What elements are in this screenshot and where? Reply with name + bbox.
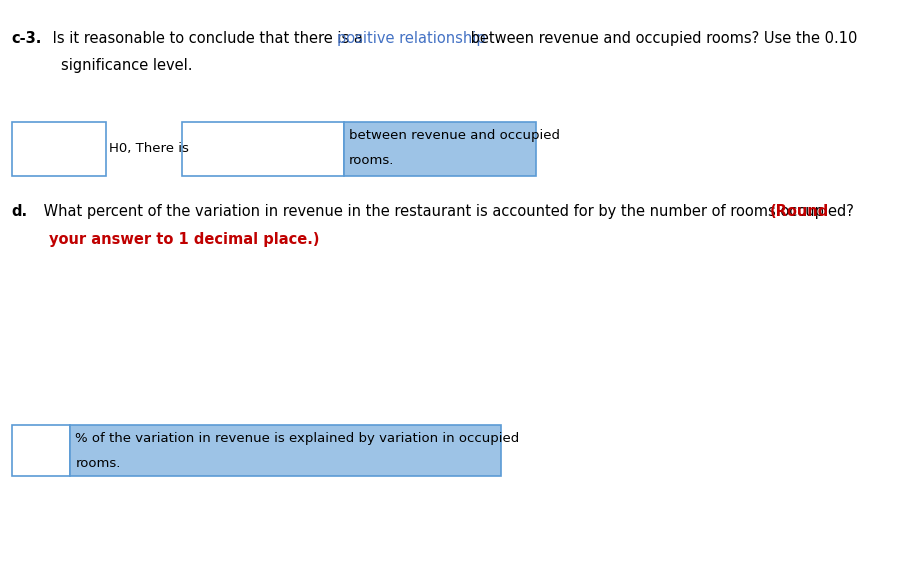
Bar	[12, 122, 106, 176]
Text: c-3.: c-3.	[12, 31, 42, 46]
Bar	[70, 425, 501, 476]
Text: % of the variation in revenue is explained by variation in occupied: % of the variation in revenue is explain…	[75, 431, 519, 445]
Text: Is it reasonable to conclude that there is a: Is it reasonable to conclude that there …	[48, 31, 368, 46]
Bar	[182, 122, 344, 176]
Text: d.: d.	[12, 204, 28, 219]
Bar	[344, 122, 536, 176]
Bar	[12, 425, 70, 476]
Text: (Round: (Round	[770, 204, 829, 219]
Text: rooms.: rooms.	[75, 457, 121, 470]
Text: between revenue and occupied rooms? Use the 0.10: between revenue and occupied rooms? Use …	[466, 31, 857, 46]
Text: rooms.: rooms.	[349, 154, 395, 167]
Text: significance level.: significance level.	[61, 58, 193, 73]
Text: between revenue and occupied: between revenue and occupied	[349, 129, 560, 142]
Text: your answer to 1 decimal place.): your answer to 1 decimal place.)	[49, 232, 320, 247]
Text: H0, There is: H0, There is	[109, 142, 188, 155]
Text: What percent of the variation in revenue in the restaurant is accounted for by t: What percent of the variation in revenue…	[39, 204, 858, 219]
Text: positive relationship: positive relationship	[337, 31, 486, 46]
